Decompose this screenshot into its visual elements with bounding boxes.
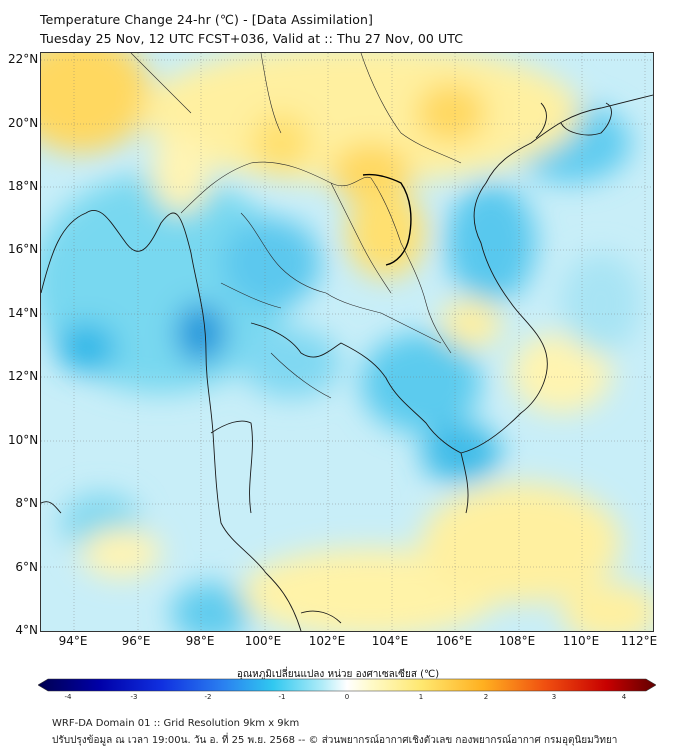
lat-label-16: 16°N [8,242,39,256]
cb-tick-0: 0 [344,693,350,701]
cb-tick-4: 4 [621,693,627,701]
lat-label-10: 10°N [8,433,39,447]
lon-label-100: 100°E [244,634,282,648]
lat-label-14: 14°N [8,306,39,320]
colorbar [38,678,656,692]
map-title: Temperature Change 24-hr (℃) - [Data Ass… [40,12,374,27]
map-canvas [41,53,653,631]
lon-label-104: 104°E [371,634,409,648]
lon-label-94: 94°E [58,634,88,648]
lat-label-22: 22°N [8,52,39,66]
cb-tick-2: 2 [483,693,489,701]
lon-label-98: 98°E [185,634,215,648]
map-subtitle: Tuesday 25 Nov, 12 UTC FCST+036, Valid a… [40,31,464,46]
footer-model-info: WRF-DA Domain 01 :: Grid Resolution 9km … [52,718,300,729]
cb-tick-m1: -1 [278,693,286,701]
temperature-field [41,53,653,631]
temperature-change-map[interactable] [40,52,654,632]
lat-label-20: 20°N [8,116,39,130]
lon-label-112: 112°E [620,634,658,648]
borders [130,53,462,399]
lat-label-18: 18°N [8,179,39,193]
lon-label-106: 106°E [435,634,473,648]
cb-tick-m2: -2 [204,693,212,701]
cb-tick-m4: -4 [64,693,72,701]
highlight-boundary [362,173,412,266]
lon-label-110: 110°E [562,634,600,648]
colorbar-label: อุณหภูมิเปลี่ยนแปลง หน่วย องศาเซลเซียส (… [236,669,440,680]
lat-label-8: 8°N [15,496,38,510]
cb-tick-1: 1 [418,693,424,701]
lon-label-96: 96°E [121,634,151,648]
colorbar-fill [38,678,656,692]
footer-credits: ปรับปรุงข้อมูล ณ เวลา 19:00น. วัน อ. ที่… [52,735,618,746]
lat-label-6: 6°N [15,560,38,574]
cb-tick-m3: -3 [130,693,138,701]
lon-label-102: 102°E [308,634,346,648]
lon-label-108: 108°E [498,634,536,648]
cb-tick-3: 3 [551,693,557,701]
lat-label-12: 12°N [8,369,39,383]
coastlines [41,94,653,631]
lat-label-4: 4°N [15,623,38,637]
